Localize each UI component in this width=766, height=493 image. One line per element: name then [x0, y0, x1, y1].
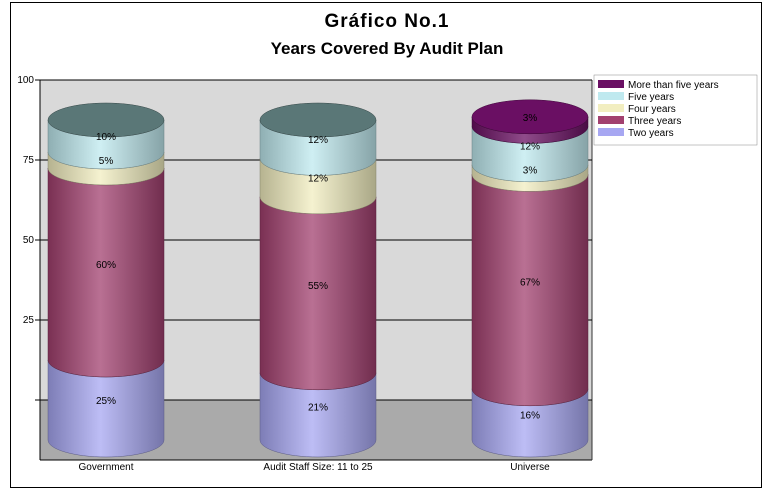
bar-segment	[259, 196, 377, 391]
legend-swatch	[598, 128, 624, 136]
bars: 25% 60% 5% 10% Government 21% 55% 12% 12% Audit S…	[47, 99, 589, 473]
legend-entry: Five years	[628, 92, 674, 103]
bar-group: 25% 60% 5% 10% Government	[47, 102, 165, 473]
y-tick-label: 75	[23, 155, 35, 166]
data-label: 12%	[308, 135, 328, 146]
chart-title: Gráfico No.1	[325, 11, 450, 32]
data-label: 55%	[308, 281, 328, 292]
data-label: 67%	[520, 278, 540, 289]
bar-group: 16% 67% 3% 12% 3% Universe	[471, 99, 589, 473]
data-label: 60%	[96, 260, 116, 271]
data-label: 3%	[523, 166, 538, 177]
bar-group: 21% 55% 12% 12% Audit Staff Size: 11 to 25	[259, 102, 377, 473]
data-label: 12%	[308, 174, 328, 185]
data-label: 12%	[520, 142, 540, 153]
legend-swatch	[598, 92, 624, 100]
data-label: 10%	[96, 132, 116, 143]
x-tick-label: Audit Staff Size: 11 to 25	[263, 462, 373, 473]
x-tick-label: Government	[78, 462, 133, 473]
legend-entry: More than five years	[628, 80, 719, 91]
legend-swatch	[598, 116, 624, 124]
data-label: 5%	[99, 156, 114, 167]
y-tick-label: 100	[17, 75, 34, 86]
data-label: 21%	[308, 402, 328, 413]
data-label: 16%	[520, 410, 540, 421]
data-label: 3%	[523, 113, 538, 124]
y-tick-label: 25	[23, 315, 35, 326]
data-label: 25%	[96, 396, 116, 407]
legend-entry: Two years	[628, 128, 674, 139]
legend-entry: Three years	[628, 116, 681, 127]
x-tick-label: Universe	[510, 462, 550, 473]
legend-swatch	[598, 104, 624, 112]
bar-segment	[471, 174, 589, 407]
bar-top-cap	[47, 102, 165, 138]
bar-top-cap	[471, 99, 589, 135]
chart-subtitle: Years Covered By Audit Plan	[271, 39, 504, 58]
y-tick-label: 50	[23, 235, 35, 246]
bar-segment	[47, 167, 165, 378]
legend-swatch	[598, 80, 624, 88]
bar-top-cap	[259, 102, 377, 138]
legend-entry: Four years	[628, 104, 676, 115]
